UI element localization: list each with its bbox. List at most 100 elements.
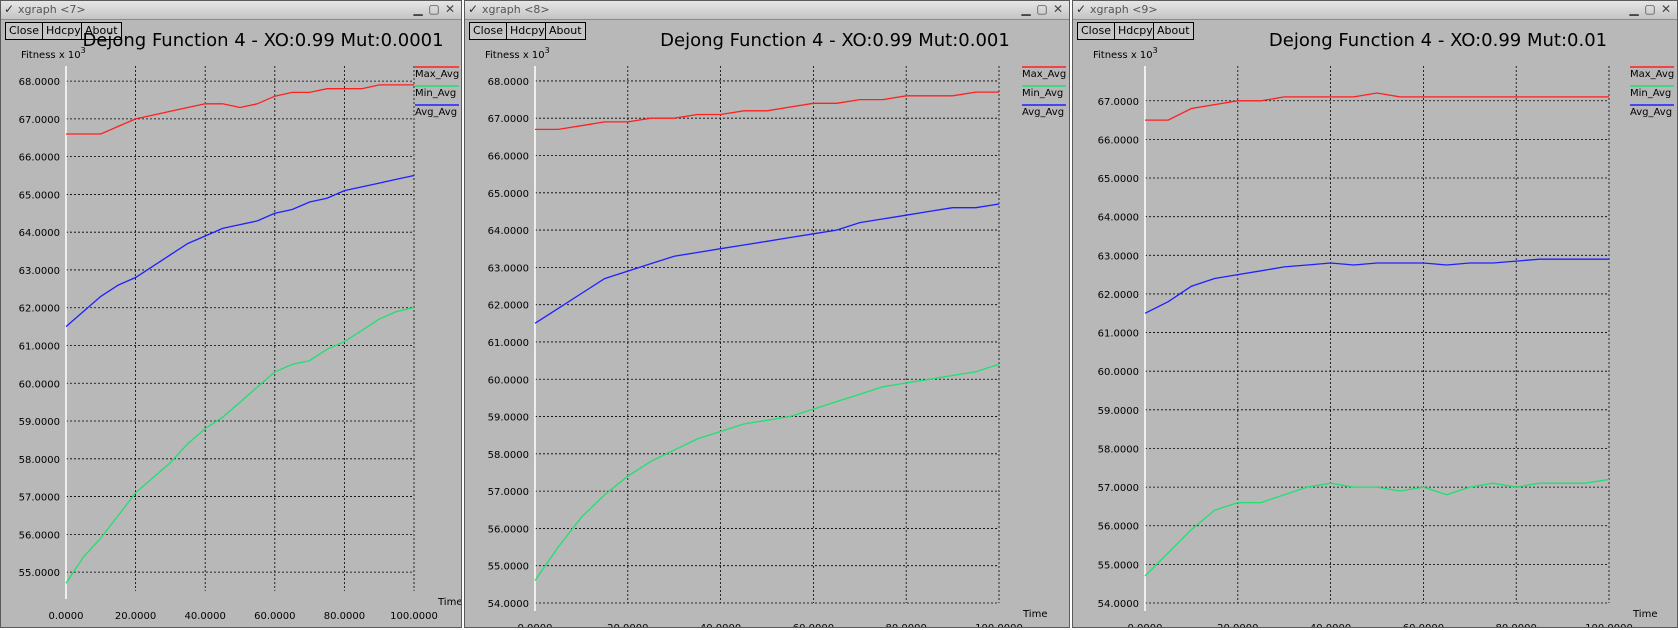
y-tick-label: 58.0000 [1098,444,1139,455]
maximize-icon[interactable]: ▢ [1644,2,1656,16]
x-axis-label: Time [437,597,462,608]
series-line-min-avg [1144,478,1610,577]
hdcpy-button[interactable]: Hdcpy [42,22,85,40]
y-tick-label: 64.0000 [19,228,60,239]
y-tick-label: 66.0000 [488,152,529,163]
y-axis-label-exponent: 3 [81,46,86,55]
close-icon[interactable]: ✕ [444,2,456,16]
x-tick-label: 60.0000 [254,611,295,622]
window-menu-chevron-icon[interactable]: ✓ [468,2,479,16]
chart-plot-area: Dejong Function 4 - XO:0.99 Mut:0.0001Fi… [19,30,462,622]
window-titlebar[interactable]: ✓ xgraph <8> ▁ ▢ ✕ [465,1,1069,20]
legend-label: Max_Avg [1022,69,1066,80]
x-tick-label: 40.0000 [185,611,226,622]
series-line-avg-avg [65,174,415,328]
about-button[interactable]: About [81,22,122,40]
xgraph-window-8: ✓ xgraph <8> ▁ ▢ ✕ Close Hdcpy About Dejon… [464,0,1070,628]
xgraph-window-7: ✓ xgraph <7> ▁ ▢ ✕ Close Hdcpy About Dejon… [0,0,462,628]
x-tick-label: 60.0000 [1403,623,1444,628]
y-tick-label: 59.0000 [19,417,60,428]
y-tick-label: 63.0000 [1098,251,1139,262]
y-tick-label: 66.0000 [1098,135,1139,146]
maximize-icon[interactable]: ▢ [1036,2,1048,16]
x-tick-label: 40.0000 [700,623,741,628]
x-tick-label: 100.0000 [390,611,438,622]
series-line-min-avg [534,363,1000,581]
close-button[interactable]: Close [1077,22,1115,40]
x-tick-label: 20.0000 [115,611,156,622]
x-axis-label: Time [1022,609,1047,620]
legend-label: Min_Avg [1022,88,1063,99]
x-tick-label: 20.0000 [1217,623,1258,628]
window-menu-chevron-icon[interactable]: ✓ [1076,2,1087,16]
x-tick-label: 20.0000 [607,623,648,628]
y-tick-label: 55.0000 [1098,560,1139,571]
minimize-icon[interactable]: ▁ [413,2,423,16]
y-tick-label: 65.0000 [488,189,529,200]
chart-title: Dejong Function 4 - XO:0.99 Mut:0.01 [1269,30,1607,51]
legend-label: Max_Avg [415,69,459,80]
legend-label: Min_Avg [1630,88,1671,99]
y-tick-label: 62.0000 [19,304,60,315]
x-tick-label: 80.0000 [324,611,365,622]
series-line-avg-avg [534,203,1000,324]
close-button[interactable]: Close [5,22,43,40]
y-tick-label: 62.0000 [488,301,529,312]
x-tick-label: 60.0000 [793,623,834,628]
series-line-max-avg [535,91,999,131]
y-tick-label: 64.0000 [1098,213,1139,224]
y-tick-label: 59.0000 [1098,406,1139,417]
y-tick-label: 67.0000 [488,114,529,125]
x-tick-label: 100.0000 [1585,623,1633,628]
y-tick-label: 59.0000 [488,413,529,424]
series-line-min-avg [65,307,415,584]
y-axis-label-exponent: 3 [545,46,550,55]
y-tick-label: 57.0000 [1098,483,1139,494]
legend-label: Avg_Avg [1630,107,1672,118]
y-tick-label: 54.0000 [1098,599,1139,610]
window-titlebar[interactable]: ✓ xgraph <7> ▁ ▢ ✕ [1,1,461,20]
y-tick-label: 55.0000 [19,568,60,579]
y-tick-label: 61.0000 [488,338,529,349]
y-tick-label: 60.0000 [1098,367,1139,378]
x-tick-label: 40.0000 [1310,623,1351,628]
y-axis-label: Fitness x 103 [485,46,550,61]
y-tick-label: 57.0000 [19,493,60,504]
window-title: xgraph <7> [18,3,86,16]
maximize-icon[interactable]: ▢ [428,2,440,16]
legend-label: Min_Avg [415,88,456,99]
legend-label: Avg_Avg [415,107,457,118]
y-tick-label: 56.0000 [488,524,529,535]
window-titlebar[interactable]: ✓ xgraph <9> ▁ ▢ ✕ [1073,1,1677,20]
legend-label: Avg_Avg [1022,107,1064,118]
minimize-icon[interactable]: ▁ [1629,2,1639,16]
x-axis-label: Time [1632,609,1657,620]
y-axis-label: Fitness x 103 [1093,46,1158,61]
x-tick-label: 80.0000 [886,623,927,628]
y-axis-label: Fitness x 103 [21,46,86,61]
x-tick-label: 80.0000 [1496,623,1537,628]
y-tick-label: 68.0000 [488,77,529,88]
y-tick-label: 63.0000 [488,263,529,274]
about-button[interactable]: About [545,22,586,40]
hdcpy-button[interactable]: Hdcpy [1114,22,1157,40]
legend-label: Max_Avg [1630,69,1674,80]
x-tick-label: 0.0000 [1128,623,1163,628]
about-button[interactable]: About [1153,22,1194,40]
close-icon[interactable]: ✕ [1052,2,1064,16]
y-tick-label: 54.0000 [488,599,529,610]
y-axis-label-exponent: 3 [1153,46,1158,55]
y-tick-label: 55.0000 [488,562,529,573]
series-line-max-avg [66,84,414,135]
y-tick-label: 64.0000 [488,226,529,237]
y-tick-label: 58.0000 [488,450,529,461]
close-icon[interactable]: ✕ [1660,2,1672,16]
window-menu-chevron-icon[interactable]: ✓ [4,2,15,16]
y-tick-label: 63.0000 [19,266,60,277]
chart-plot-area: Dejong Function 4 - XO:0.99 Mut:0.001 Fit… [485,30,1066,628]
minimize-icon[interactable]: ▁ [1021,2,1031,16]
y-tick-label: 61.0000 [19,341,60,352]
x-tick-label: 0.0000 [49,611,84,622]
y-tick-label: 58.0000 [19,455,60,466]
x-tick-label: 100.0000 [975,623,1023,628]
